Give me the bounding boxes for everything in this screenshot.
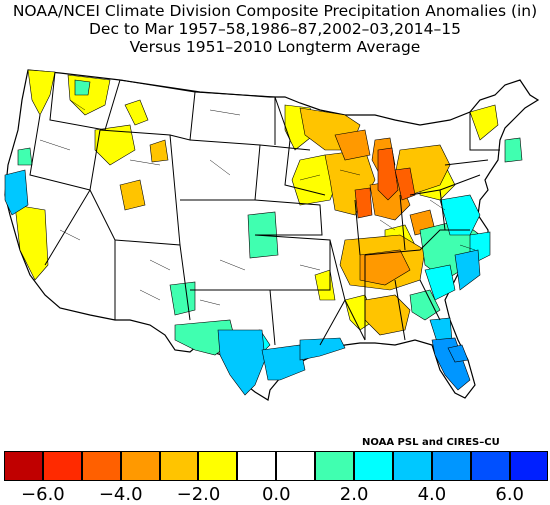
colorbar-swatch bbox=[4, 451, 43, 481]
colorbar-swatch bbox=[392, 451, 432, 481]
colorbar-swatch bbox=[42, 451, 82, 481]
colorbar-swatch bbox=[198, 451, 238, 481]
colorbar-swatch bbox=[354, 451, 393, 481]
map-subtitle-years: Dec to Mar 1957–58,1986–87,2002–03,2014–… bbox=[88, 20, 462, 38]
colorbar-swatch bbox=[431, 451, 471, 481]
colorbar-swatch bbox=[81, 451, 121, 481]
colorbar-swatch bbox=[509, 451, 549, 481]
colorbar-swatch bbox=[237, 451, 277, 481]
colorbar-tick-label: 6.0 bbox=[495, 484, 525, 505]
colorbar-tick-label: 4.0 bbox=[417, 484, 447, 505]
colorbar-tick-label: −6.0 bbox=[21, 484, 65, 505]
data-source-credit: NOAA PSL and CIRES–CU bbox=[362, 437, 500, 448]
colorbar-tick-label: −2.0 bbox=[176, 484, 221, 505]
map-subtitle-baseline: Versus 1951–2010 Longterm Average bbox=[129, 38, 421, 56]
colorbar-tick-label: 2.0 bbox=[339, 484, 369, 505]
colorbar-swatch bbox=[120, 451, 160, 481]
colorbar-swatch bbox=[470, 451, 510, 481]
colorbar-swatch bbox=[315, 451, 355, 481]
map-title: NOAA/NCEI Climate Division Composite Pre… bbox=[12, 2, 538, 20]
climate-division-boundaries bbox=[39, 99, 476, 306]
colorbar bbox=[4, 451, 549, 481]
anomaly-regions-very-dry bbox=[354, 147, 416, 219]
anomaly-regions-strong-wet bbox=[4, 169, 481, 396]
anomaly-regions-very-wet bbox=[431, 337, 471, 391]
colorbar-swatch bbox=[276, 451, 316, 481]
state-boundaries bbox=[29, 71, 500, 346]
colorbar-tick-label: 0.0 bbox=[261, 484, 291, 505]
colorbar-tick-label: −4.0 bbox=[98, 484, 143, 505]
colorbar-swatch bbox=[159, 451, 199, 481]
